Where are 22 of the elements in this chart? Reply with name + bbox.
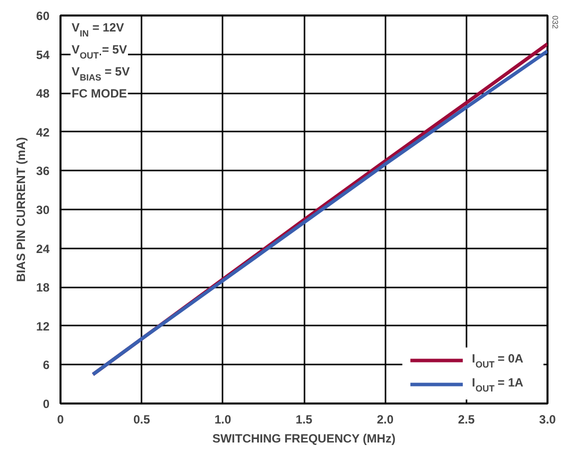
x-axis-title: SWITCHING FREQUENCY (MHz) <box>212 432 396 446</box>
x-tick-label: 2.5 <box>458 412 475 426</box>
y-tick-label: 54 <box>36 48 50 62</box>
y-tick-label: 24 <box>36 242 50 256</box>
y-tick-label: 12 <box>36 319 50 334</box>
y-tick-label: 36 <box>36 164 50 178</box>
y-tick-label: 0 <box>42 397 50 411</box>
x-tick-label: 0 <box>57 412 64 426</box>
y-tick-label: 18 <box>36 280 50 295</box>
y-tick-label: 60 <box>36 9 50 23</box>
x-tick-label: 2.0 <box>376 412 394 426</box>
x-tick-label: 0.5 <box>133 412 150 426</box>
x-tick-label: 3.0 <box>539 412 556 426</box>
y-tick-label: 6 <box>42 358 50 372</box>
y-axis-title: BIAS PIN CURRENT (mA) <box>14 137 28 282</box>
y-tick-label: 42 <box>36 125 50 140</box>
x-tick-label: 1.5 <box>296 412 313 426</box>
annotation: FC MODE <box>72 86 127 100</box>
x-tick-label: 1.0 <box>214 412 232 426</box>
y-tick-label: 48 <box>36 86 50 101</box>
y-tick-label: 30 <box>36 203 50 217</box>
text: 032 <box>550 16 560 30</box>
